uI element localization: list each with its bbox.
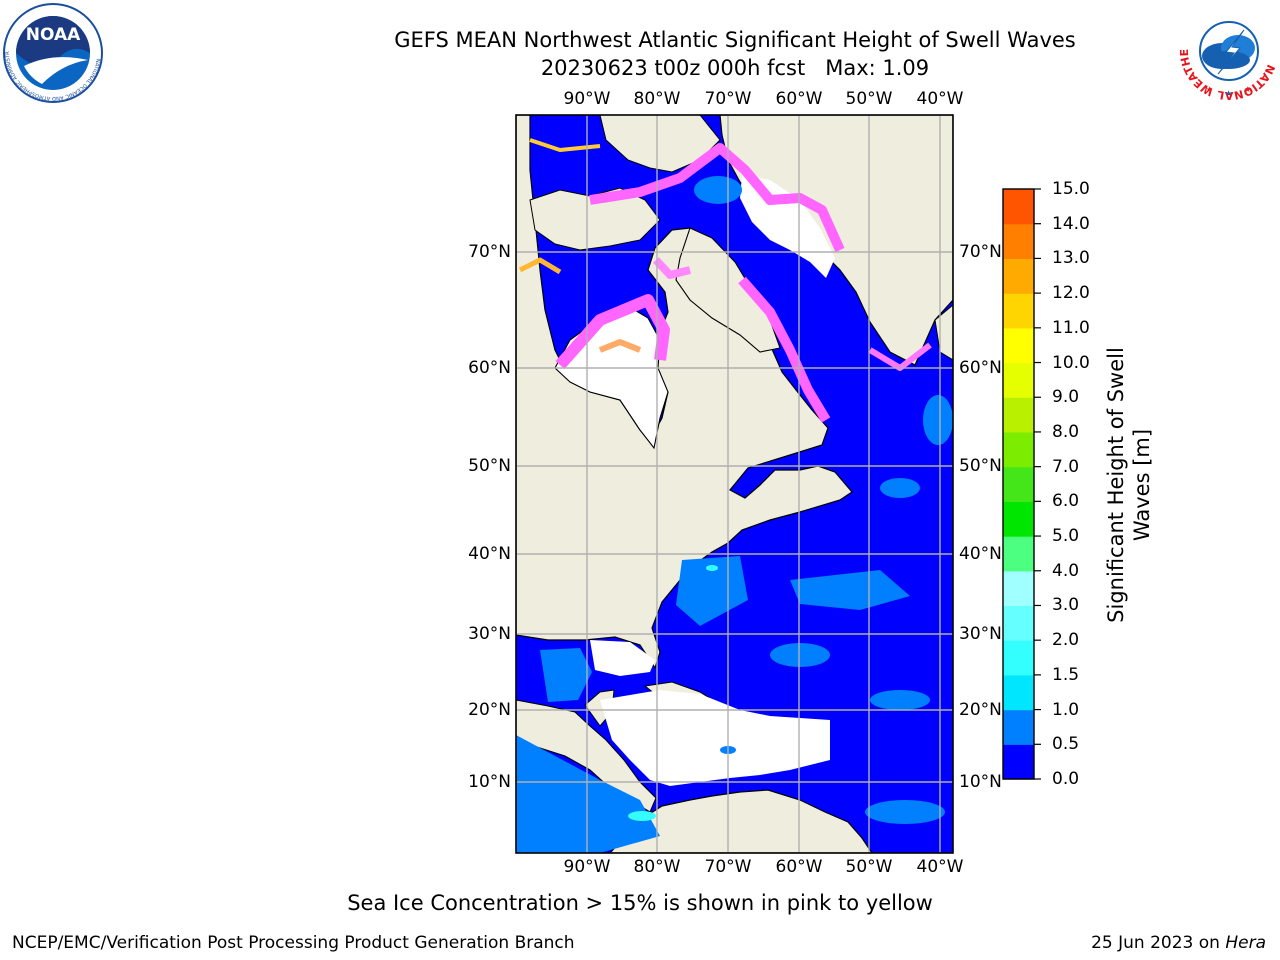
lon-label-bottom-80w: 80°W (633, 857, 681, 877)
graticule (516, 115, 953, 853)
colorbar-segment (1003, 431, 1034, 468)
svg-text:★: ★ (1225, 89, 1232, 98)
colorbar-tick-label: 15.0 (1052, 179, 1090, 199)
colorbar-tick-label: 14.0 (1052, 213, 1090, 234)
render-host: Hera (1225, 933, 1266, 953)
chart-title: GEFS MEAN Northwest Atlantic Significant… (394, 28, 1076, 52)
colorbar-tick-label: 13.0 (1052, 248, 1090, 269)
lat-label-right-40n: 40°N (959, 544, 1002, 564)
colorbar-tick-marks (1034, 188, 1041, 780)
swell-patches-1p5-2m (628, 565, 718, 821)
colorbar-segment (1003, 258, 1034, 294)
lon-label-bottom-90w: 90°W (563, 857, 611, 877)
colorbar-tick-label: 11.0 (1052, 317, 1090, 338)
central-america (516, 699, 657, 813)
colorbar-segment (1003, 223, 1034, 260)
colorbar (1003, 189, 1034, 780)
colorbar-tick-label: 8.0 (1052, 421, 1080, 442)
colorbar-segment (1003, 327, 1034, 364)
lat-label-right-70n: 70°N (959, 242, 1002, 262)
colorbar-segment (1003, 466, 1034, 502)
colorbar-segment (1003, 536, 1034, 572)
noaa-logo-text: NOAA (26, 25, 81, 45)
lon-label-top-70w: 70°W (704, 89, 752, 109)
lat-label-left-30n: 30°N (468, 624, 511, 644)
lat-label-right-30n: 30°N (959, 624, 1002, 644)
lon-label-bottom-50w: 50°W (845, 857, 893, 877)
colorbar-tick-label: 0.0 (1052, 769, 1080, 789)
colorbar-segment (1003, 744, 1034, 780)
lat-label-left-70n: 70°N (468, 242, 511, 262)
nws-logo: NATIONAL WEATHER SERVICE ★ ★ ★ (1178, 0, 1278, 102)
colorbar-tick-label: 10.0 (1052, 352, 1090, 373)
south-america-land (609, 789, 873, 853)
colorbar-tick-label: 1.0 (1052, 699, 1080, 720)
noaa-logo: NOAA NATIONAL OCEANIC AND ATMOSPHERIC AD… (2, 2, 103, 103)
render-date-text: 25 Jun 2023 on (1091, 933, 1226, 953)
map-frame (515, 114, 954, 854)
producer-credit: NCEP/EMC/Verification Post Processing Pr… (12, 933, 575, 953)
lon-label-bottom-60w: 60°W (775, 857, 823, 877)
lat-label-left-60n: 60°N (468, 358, 511, 378)
lon-label-top-90w: 90°W (563, 89, 611, 109)
colorbar-segment (1003, 640, 1034, 676)
colorbar-tick-label: 7.0 (1052, 456, 1080, 477)
colorbar-segment (1003, 501, 1034, 537)
colorbar-tick-label: 5.0 (1052, 526, 1080, 547)
colorbar-segment (1003, 709, 1034, 745)
lon-label-top-50w: 50°W (845, 89, 893, 109)
colorbar-tick-label: 9.0 (1052, 387, 1080, 408)
lat-label-right-20n: 20°N (959, 700, 1002, 720)
colorbar-segment (1003, 605, 1034, 641)
colorbar-tick-label: 2.0 (1052, 630, 1080, 651)
lat-label-right-10n: 10°N (959, 772, 1002, 792)
lon-label-top-80w: 80°W (633, 89, 681, 109)
render-date: 25 Jun 2023 on Hera (1091, 933, 1266, 953)
colorbar-frame (1002, 188, 1035, 780)
swell-patches-0p5-1m (516, 176, 953, 853)
colorbar-segment (1003, 674, 1034, 711)
chart-title-block: GEFS MEAN Northwest Atlantic Significant… (320, 26, 1150, 82)
ellesmere-island (599, 115, 721, 173)
colorbar-tick-label: 6.0 (1052, 491, 1080, 512)
chart-subtitle: 20230623 t00z 000h fcst Max: 1.09 (540, 56, 930, 80)
svg-text:★: ★ (1244, 85, 1251, 94)
lat-label-left-40n: 40°N (468, 544, 511, 564)
colorbar-segment (1003, 397, 1034, 433)
lat-label-left-50n: 50°N (468, 456, 511, 476)
lon-label-top-40w: 40°W (916, 89, 964, 109)
lon-label-bottom-70w: 70°W (704, 857, 752, 877)
colorbar-tick-label: 4.0 (1052, 560, 1080, 581)
land-masses (516, 115, 953, 853)
arctic-islands (529, 187, 661, 251)
lat-label-right-60n: 60°N (959, 358, 1002, 378)
svg-text:★: ★ (1206, 85, 1213, 94)
colorbar-segment (1003, 293, 1034, 329)
colorbar-segment (1003, 362, 1034, 398)
colorbar-label: Significant Height of Swell Waves [m] (1104, 347, 1154, 623)
lon-label-top-60w: 60°W (775, 89, 823, 109)
sea-ice-note: Sea Ice Concentration > 15% is shown in … (347, 891, 933, 915)
colorbar-tick-label: 3.0 (1052, 595, 1080, 616)
colorbar-segment (1003, 189, 1034, 225)
lon-label-bottom-40w: 40°W (916, 857, 964, 877)
colorbar-tick-label: 12.0 (1052, 283, 1090, 304)
lat-label-right-50n: 50°N (959, 456, 1002, 476)
colorbar-segment (1003, 570, 1034, 607)
lat-label-left-10n: 10°N (468, 772, 511, 792)
lat-label-left-20n: 20°N (468, 700, 511, 720)
colorbar-tick-label: 1.5 (1052, 664, 1080, 685)
colorbar-tick-label: 0.5 (1052, 734, 1080, 755)
